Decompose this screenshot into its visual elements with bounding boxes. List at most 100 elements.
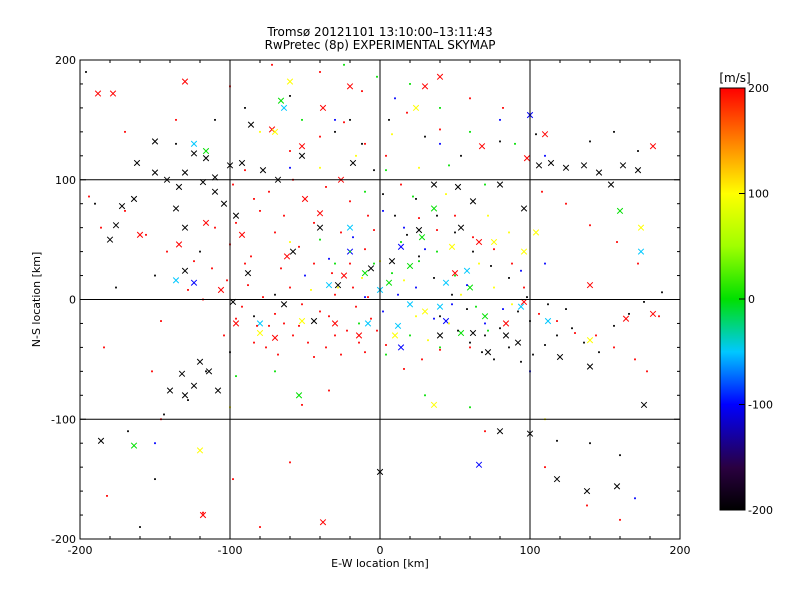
- data-point-cross: [340, 272, 348, 279]
- data-point-dot: [517, 310, 519, 313]
- data-point-cross: [310, 317, 318, 325]
- data-point-dot: [88, 195, 90, 198]
- data-point-dot: [328, 315, 330, 318]
- data-point-dot: [544, 344, 546, 346]
- x-tick-label: 100: [520, 544, 541, 557]
- data-point-cross: [544, 317, 552, 325]
- data-point-dot: [373, 169, 375, 172]
- data-point-dot: [193, 260, 195, 263]
- data-point-dot: [175, 118, 177, 121]
- data-point-dot: [400, 241, 402, 243]
- data-point-dot: [355, 154, 357, 157]
- data-point-dot: [637, 150, 639, 152]
- data-point-cross: [517, 303, 525, 310]
- data-point-cross: [238, 231, 246, 238]
- data-point-dot: [439, 142, 441, 145]
- data-point-dot: [433, 317, 435, 320]
- data-point-cross: [622, 315, 630, 322]
- data-point-dot: [646, 370, 648, 373]
- data-point-dot: [301, 118, 303, 121]
- data-point-dot: [385, 353, 387, 356]
- data-point-cross: [442, 317, 450, 325]
- data-point-cross: [547, 159, 555, 167]
- y-tick-label: -200: [51, 533, 76, 546]
- grid-lines: [80, 60, 680, 539]
- data-point-cross: [454, 183, 462, 191]
- data-point-dot: [523, 286, 525, 289]
- data-point-cross: [361, 270, 369, 277]
- data-point-dot: [520, 360, 522, 363]
- data-point-dot: [475, 305, 477, 308]
- data-point-dot: [424, 394, 426, 397]
- data-point-cross: [190, 140, 198, 147]
- data-point-cross: [415, 226, 423, 234]
- data-point-cross: [637, 248, 645, 255]
- data-point-dot: [304, 274, 306, 277]
- data-point-dot: [556, 320, 558, 322]
- colorbar-unit: [m/s]: [719, 71, 750, 85]
- data-point-cross: [97, 437, 105, 444]
- data-point-cross: [289, 248, 297, 255]
- data-point-dot: [334, 334, 336, 337]
- data-point-cross: [520, 298, 528, 306]
- data-points: [85, 63, 663, 528]
- data-point-dot: [469, 346, 471, 349]
- data-point-cross: [130, 195, 138, 203]
- data-point-dot: [454, 274, 456, 277]
- data-point-cross: [364, 320, 372, 327]
- data-point-dot: [586, 504, 588, 507]
- data-point-dot: [154, 274, 156, 277]
- x-tick-label: -200: [68, 544, 93, 557]
- data-point-cross: [202, 155, 210, 162]
- data-point-dot: [619, 518, 621, 521]
- data-point-dot: [301, 303, 303, 306]
- data-point-dot: [274, 231, 276, 234]
- data-point-cross: [346, 224, 354, 231]
- data-point-cross: [514, 339, 522, 346]
- data-point-cross: [481, 313, 489, 320]
- data-point-cross: [319, 104, 327, 112]
- data-point-dot: [346, 329, 348, 332]
- data-point-dot: [469, 97, 471, 100]
- data-point-dot: [421, 358, 423, 361]
- data-point-dot: [274, 312, 276, 315]
- data-point-dot: [613, 130, 615, 133]
- data-point-dot: [349, 262, 351, 265]
- data-point-cross: [430, 401, 438, 409]
- data-point-dot: [439, 128, 441, 131]
- data-point-dot: [415, 198, 417, 200]
- data-point-dot: [244, 262, 246, 265]
- data-point-cross: [256, 320, 264, 327]
- data-point-dot: [166, 250, 168, 253]
- data-point-dot: [613, 324, 615, 327]
- data-point-cross: [172, 277, 180, 284]
- data-point-dot: [358, 322, 360, 325]
- data-point-dot: [262, 296, 264, 299]
- data-point-dot: [289, 286, 291, 289]
- data-point-dot: [160, 320, 162, 322]
- data-point-cross: [346, 83, 354, 90]
- data-point-cross: [607, 181, 615, 188]
- data-point-dot: [376, 75, 378, 78]
- data-point-dot: [139, 526, 141, 528]
- data-point-dot: [469, 130, 471, 133]
- data-point-cross: [469, 329, 477, 337]
- data-point-dot: [259, 526, 261, 528]
- data-point-dot: [283, 322, 285, 325]
- data-point-dot: [244, 169, 246, 172]
- data-point-dot: [544, 466, 546, 469]
- data-point-dot: [466, 308, 468, 310]
- data-point-cross: [490, 238, 498, 246]
- data-point-dot: [403, 226, 405, 229]
- data-point-dot: [292, 334, 294, 337]
- data-point-dot: [289, 461, 291, 464]
- data-point-dot: [187, 399, 189, 401]
- data-point-dot: [481, 351, 483, 354]
- data-point-dot: [289, 241, 291, 243]
- data-point-cross: [649, 143, 657, 150]
- data-point-cross: [637, 224, 645, 231]
- axis-ticks: -200-200 -100 -100 0 0 100 100 200 200: [51, 54, 690, 557]
- data-point-cross: [502, 332, 510, 339]
- data-point-cross: [586, 281, 594, 289]
- data-point-dot: [541, 190, 543, 193]
